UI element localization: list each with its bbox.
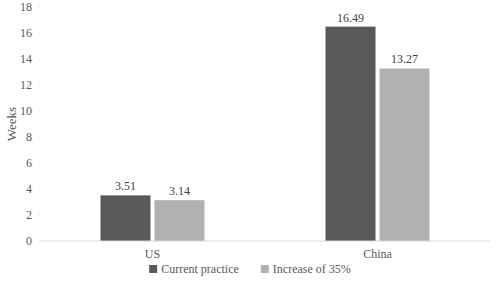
legend-swatch — [261, 265, 269, 273]
data-label: 13.27 — [391, 52, 418, 66]
y-tick-label: 14 — [20, 52, 32, 66]
bars — [101, 27, 430, 241]
legend-item: Current practice — [149, 262, 239, 276]
y-tick — [39, 59, 40, 60]
bar — [326, 27, 376, 241]
data-labels: 3.51 3.14 16.49 13.27 — [115, 11, 418, 199]
y-tick — [39, 215, 40, 216]
y-tick — [39, 111, 40, 112]
chart-container: 0 2 4 6 8 10 12 14 16 18 Weeks 3.51 3.14 16.49 13.27 US… — [0, 0, 500, 288]
y-tick-label: 6 — [26, 156, 32, 170]
data-label: 3.14 — [169, 184, 190, 198]
y-tick — [39, 137, 40, 138]
y-tick — [39, 189, 40, 190]
y-axis-label: Weeks — [4, 107, 19, 141]
x-tick-label: China — [363, 247, 392, 261]
y-tick-label: 16 — [20, 26, 32, 40]
legend-item: Increase of 35% — [261, 262, 351, 276]
y-tick-label: 10 — [20, 104, 32, 118]
y-tick-label: 8 — [26, 130, 32, 144]
bar — [380, 68, 430, 241]
data-label: 3.51 — [115, 179, 136, 193]
data-label: 16.49 — [337, 11, 364, 25]
bar — [155, 200, 205, 241]
y-tick-label: 12 — [20, 78, 32, 92]
legend-swatch — [149, 265, 157, 273]
y-tick — [39, 241, 40, 242]
y-tick-label: 18 — [20, 0, 32, 14]
y-tick — [39, 163, 40, 164]
y-tick-label: 2 — [26, 208, 32, 222]
y-tick — [39, 85, 40, 86]
y-tick-label: 0 — [26, 234, 32, 248]
legend-label: Increase of 35% — [273, 262, 351, 276]
x-tick-label: US — [145, 247, 160, 261]
y-tick — [39, 33, 40, 34]
y-tick-label: 4 — [26, 182, 32, 196]
y-tick — [39, 7, 40, 8]
bar — [101, 195, 151, 241]
legend-label: Current practice — [161, 262, 239, 276]
x-axis-line — [40, 241, 490, 242]
legend: Current practice Increase of 35% — [149, 262, 351, 276]
chart-svg: 0 2 4 6 8 10 12 14 16 18 Weeks 3.51 3.14 16.49 13.27 US… — [0, 0, 500, 288]
